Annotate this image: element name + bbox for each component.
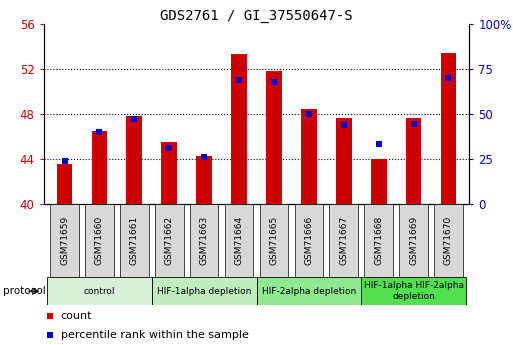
Bar: [301, 109, 317, 204]
Text: GSM71665: GSM71665: [269, 216, 279, 265]
Bar: [47, 277, 152, 305]
Bar: [190, 204, 219, 278]
Text: GSM71670: GSM71670: [444, 216, 453, 265]
Text: HIF-2alpha depletion: HIF-2alpha depletion: [262, 287, 356, 296]
Text: GSM71667: GSM71667: [339, 216, 348, 265]
Bar: [120, 204, 149, 278]
Bar: [256, 277, 361, 305]
Bar: [406, 118, 421, 204]
Bar: [162, 142, 177, 204]
Bar: [361, 277, 466, 305]
Text: GSM71660: GSM71660: [95, 216, 104, 265]
Text: control: control: [84, 287, 115, 296]
Bar: [266, 71, 282, 204]
Bar: [57, 164, 72, 204]
Text: percentile rank within the sample: percentile rank within the sample: [61, 330, 248, 339]
Text: GSM71661: GSM71661: [130, 216, 139, 265]
Bar: [441, 53, 456, 204]
Text: HIF-1alpha HIF-2alpha
depletion: HIF-1alpha HIF-2alpha depletion: [364, 282, 464, 301]
Bar: [336, 118, 351, 204]
Bar: [196, 156, 212, 204]
Text: GSM71662: GSM71662: [165, 216, 174, 265]
Bar: [364, 204, 393, 278]
Text: GSM71659: GSM71659: [60, 216, 69, 265]
Bar: [92, 131, 107, 204]
Bar: [399, 204, 428, 278]
Bar: [85, 204, 114, 278]
Text: GSM71663: GSM71663: [200, 216, 209, 265]
Text: GSM71669: GSM71669: [409, 216, 418, 265]
Bar: [434, 204, 463, 278]
Bar: [50, 204, 79, 278]
Bar: [260, 204, 288, 278]
Bar: [371, 159, 386, 204]
Text: HIF-1alpha depletion: HIF-1alpha depletion: [157, 287, 251, 296]
Bar: [231, 55, 247, 204]
Bar: [152, 277, 256, 305]
Text: GSM71668: GSM71668: [374, 216, 383, 265]
Bar: [127, 116, 142, 204]
Bar: [225, 204, 253, 278]
Bar: [329, 204, 358, 278]
Text: GSM71666: GSM71666: [304, 216, 313, 265]
Title: GDS2761 / GI_37550647-S: GDS2761 / GI_37550647-S: [160, 9, 353, 23]
Text: protocol: protocol: [3, 286, 45, 296]
Text: count: count: [61, 311, 92, 321]
Bar: [155, 204, 184, 278]
Bar: [294, 204, 323, 278]
Text: GSM71664: GSM71664: [234, 216, 244, 265]
